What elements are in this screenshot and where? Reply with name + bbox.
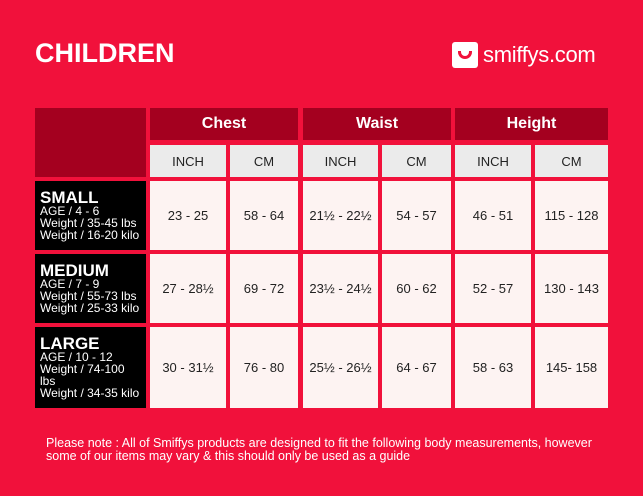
size-name: LARGE [40,334,100,353]
page-title: CHILDREN [35,38,175,68]
disclaimer-note: Please note : All of Smiffys products ar… [46,436,592,463]
measurement-cell: 54 - 57 [382,181,451,250]
measurement-cell: 46 - 51 [455,181,531,250]
corner-header [35,108,146,177]
size-label-medium: MEDIUM AGE / 7 - 9 Weight / 55-73 lbs Weigh… [35,254,146,323]
size-detail: Weight / 55-73 lbs [40,289,137,303]
measurement-cell: 115 - 128 [535,181,608,250]
measurement-cell: 23 - 25 [150,181,226,250]
measurement-cell: 27 - 28½ [150,254,226,323]
smiffys-logo: smiffys.com [452,42,596,68]
size-detail: AGE / 4 - 6 [40,204,100,218]
size-name: MEDIUM [40,261,109,280]
size-label-small: SMALL AGE / 4 - 6 Weight / 35-45 lbs Weight… [35,181,146,250]
measurement-cell: 21½ - 22½ [303,181,378,250]
size-detail: AGE / 10 - 12 [40,350,113,364]
measurement-cell: 145- 158 [535,327,608,408]
size-detail: Weight / 74-100 lbs [40,362,125,388]
column-group-header: Height [455,108,608,140]
unit-header: CM [230,145,298,177]
size-label-large: LARGE AGE / 10 - 12 Weight / 74-100 lbs Wei… [35,327,146,408]
unit-header: CM [382,145,451,177]
measurement-cell: 60 - 62 [382,254,451,323]
unit-header: INCH [150,145,226,177]
measurement-cell: 76 - 80 [230,327,298,408]
measurement-cell: 58 - 63 [455,327,531,408]
column-group-header: Chest [150,108,298,140]
measurement-cell: 64 - 67 [382,327,451,408]
column-group-header: Waist [303,108,451,140]
measurement-cell: 58 - 64 [230,181,298,250]
measurement-cell: 25½ - 26½ [303,327,378,408]
size-detail: Weight / 35-45 lbs [40,216,137,230]
unit-header: INCH [455,145,531,177]
size-name: SMALL [40,188,99,207]
smiley-box-icon [452,42,478,68]
measurement-cell: 30 - 31½ [150,327,226,408]
measurement-cell: 52 - 57 [455,254,531,323]
unit-header: INCH [303,145,378,177]
size-detail: AGE / 7 - 9 [40,277,100,291]
size-detail: Weight / 25-33 kilo [40,301,140,315]
measurement-cell: 130 - 143 [535,254,608,323]
unit-header: CM [535,145,608,177]
logo-text: smiffys.com [483,42,596,67]
measurement-cell: 23½ - 24½ [303,254,378,323]
measurement-cell: 69 - 72 [230,254,298,323]
size-detail: Weight / 34-35 kilo [40,386,140,400]
size-detail: Weight / 16-20 kilo [40,228,140,242]
